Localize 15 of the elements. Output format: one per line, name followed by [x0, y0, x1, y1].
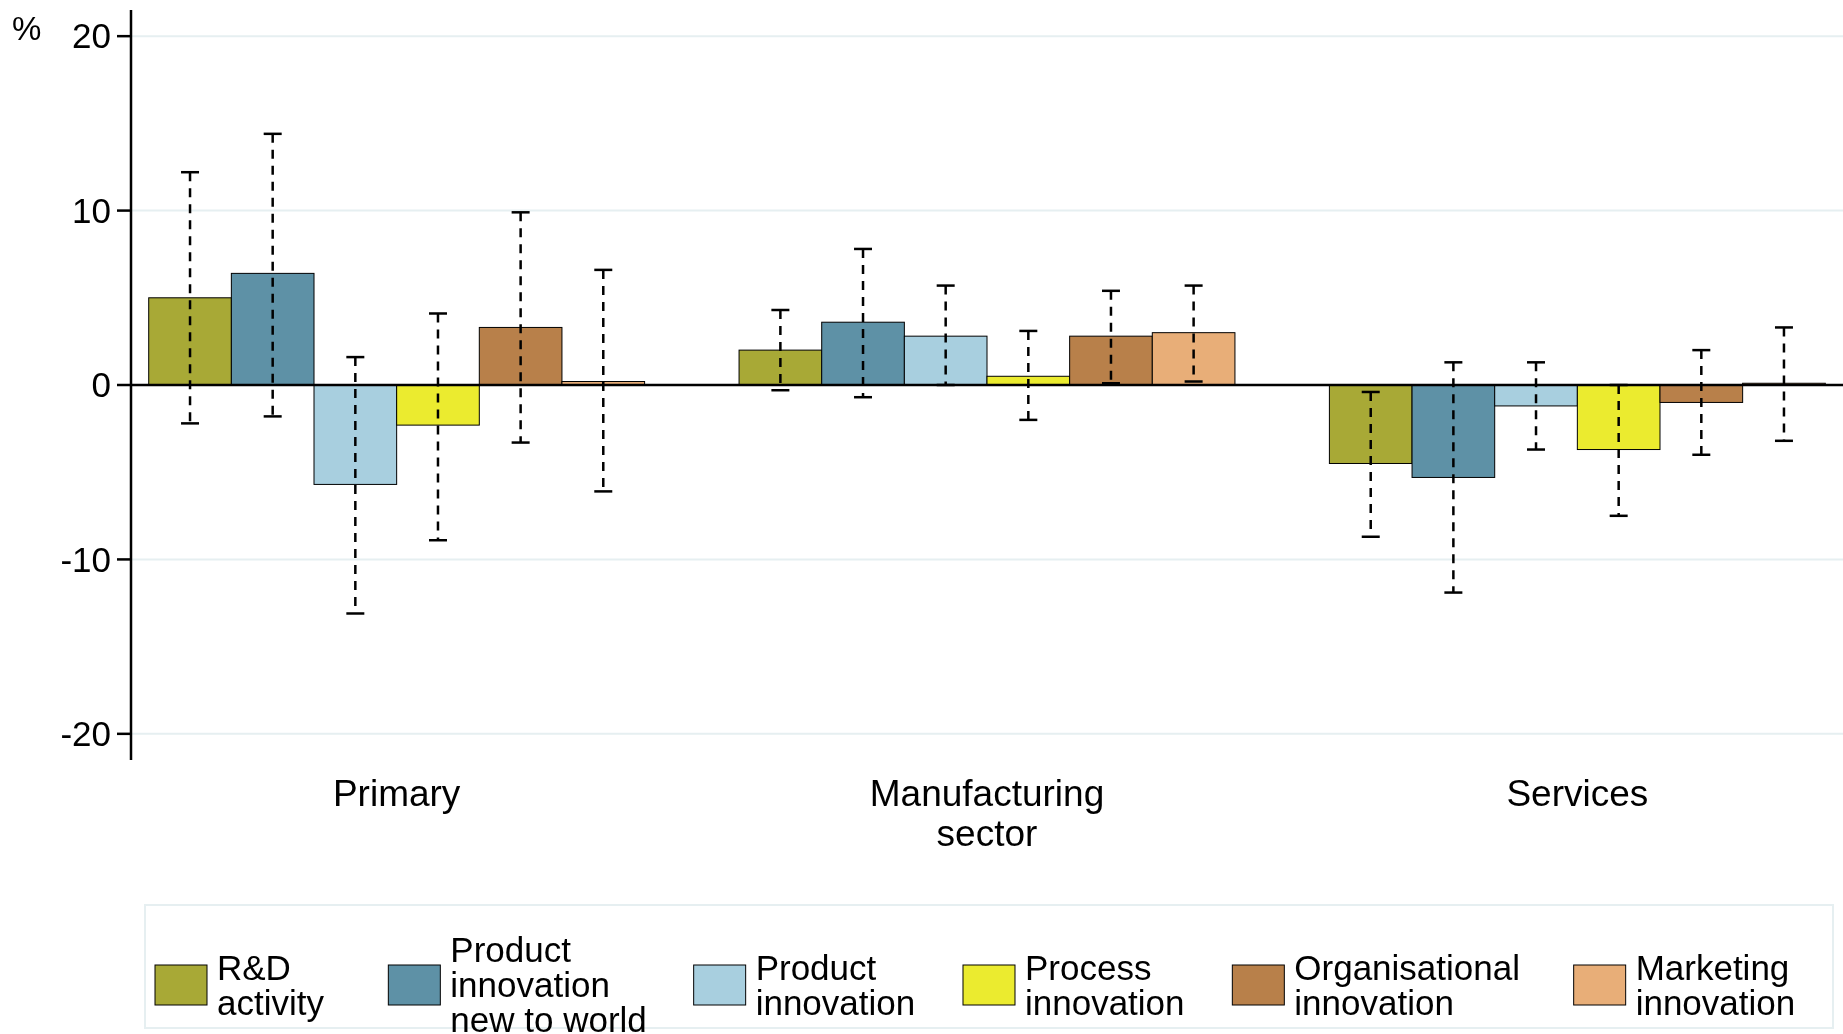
- legend-label: Product innovation: [755, 947, 916, 1022]
- legend-label: Marketing innovation: [1635, 947, 1796, 1022]
- x-tick-label: Services: [1506, 773, 1649, 814]
- y-tick-label: -10: [60, 539, 111, 579]
- legend-label: Product innovation new to world: [450, 930, 647, 1034]
- legend-label: R&D activity: [217, 947, 325, 1022]
- y-tick-label: 20: [72, 16, 111, 56]
- y-tick-label: -20: [60, 714, 111, 754]
- y-tick-label: 10: [72, 190, 111, 230]
- y-axis-title: %: [12, 10, 42, 47]
- legend-label: Process innovation: [1024, 947, 1185, 1022]
- legend-label: Organisational innovation: [1294, 947, 1521, 1022]
- x-tick-label: Manufacturing sector: [869, 773, 1105, 854]
- y-tick-label: 0: [91, 365, 111, 405]
- x-tick-label: Primary: [332, 773, 461, 814]
